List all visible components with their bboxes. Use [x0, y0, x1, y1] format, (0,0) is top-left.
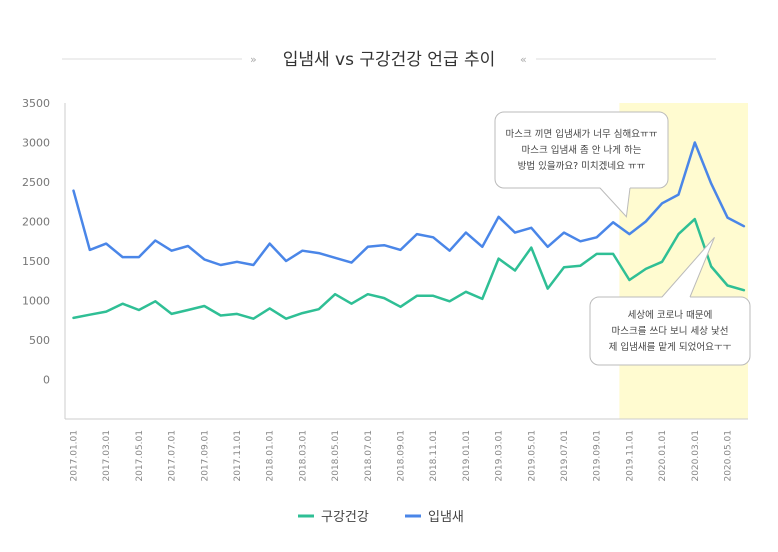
x-tick-label: 2020.05.01 [724, 430, 734, 482]
y-tick-label: 2000 [22, 216, 50, 229]
annotation-text-line: 방법 있을까요? 미치겠네요 ㅠㅠ [518, 160, 646, 172]
legend-item-oral-health[interactable]: 구강건강 [298, 510, 369, 525]
x-tick-label: 2019.05.01 [527, 430, 537, 482]
x-tick-label: 2018.01.01 [266, 430, 276, 482]
series-line-oral-health [72, 217, 746, 320]
x-tick-label: 2017.11.01 [233, 430, 243, 482]
x-tick-label: 2019.09.01 [593, 430, 603, 482]
annotation-bubble-1: 마스크 끼면 입냄새가 너무 심해요ㅠㅠ 마스크 입냄새 좀 안 나게 하는방법 … [494, 111, 669, 218]
x-tick-label: 2017.09.01 [200, 430, 210, 482]
bubble-tail [600, 187, 630, 217]
title-chevron-right-icon: » [250, 53, 257, 66]
x-tick-label: 2019.07.01 [560, 430, 570, 482]
x-tick-label: 2017.07.01 [168, 430, 178, 482]
x-tick-label: 2017.01.01 [70, 430, 80, 482]
x-tick-label: 2017.03.01 [102, 430, 112, 482]
x-tick-label: 2018.11.01 [429, 430, 439, 482]
annotation-text-line: 제 입냄새를 맡게 되었어요ㅜㅜ [609, 341, 732, 353]
bubble-tail-outline [599, 187, 631, 218]
x-tick-label: 2018.05.01 [331, 430, 341, 482]
x-tick-label: 2017.05.01 [135, 430, 145, 482]
y-tick-label: 1000 [22, 295, 50, 308]
y-tick-label: 1500 [22, 255, 50, 268]
series-line-bad-breath [72, 141, 746, 267]
y-tick-label: 3500 [22, 97, 50, 110]
annotation-text-line: 마스크 입냄새 좀 안 나게 하는 [522, 144, 642, 156]
x-axis-ticks: 2017.01.01 2017.03.01 2017.05.01 2017.07.01… [70, 430, 734, 482]
bubble-box [494, 111, 669, 189]
bubble-tail-outline [661, 236, 715, 298]
x-tick-label: 2018.03.01 [298, 430, 308, 482]
legend: 구강건강 입냄새 [298, 510, 464, 525]
y-tick-label: 0 [43, 374, 50, 387]
annotation-text-line: 마스크를 쓰다 보니 세상 낯선 [612, 326, 729, 337]
annotation-bubbles: 마스크 끼면 입냄새가 너무 심해요ㅠㅠ 마스크 입냄새 좀 안 나게 하는방법 … [494, 111, 751, 366]
x-tick-label: 2019.11.01 [625, 430, 635, 482]
series-lines [72, 141, 746, 320]
y-tick-label: 500 [29, 334, 50, 347]
x-tick-label: 2020.01.01 [658, 430, 668, 482]
annotation-text-line: 세상에 코로나 때문에 [628, 310, 713, 321]
y-axis-ticks: 0 500 1000 1500 2000 2500 3000 3500 [22, 97, 50, 387]
y-tick-label: 2500 [22, 176, 50, 189]
annotation-text-line: 마스크 끼면 입냄새가 너무 심해요ㅠㅠ [506, 128, 658, 140]
legend-label-bad-breath: 입냄새 [428, 510, 464, 525]
x-tick-label: 2018.09.01 [397, 430, 407, 482]
legend-label-oral-health: 구강건강 [321, 510, 369, 525]
x-tick-label: 2018.07.01 [364, 430, 374, 482]
x-tick-label: 2019.03.01 [495, 430, 505, 482]
chart-title-group: » « 입냄새 vs 구강건강 언급 추이 [62, 50, 716, 70]
x-tick-label: 2020.03.01 [691, 430, 701, 482]
legend-item-bad-breath[interactable]: 입냄새 [405, 510, 464, 525]
chart-title: 입냄새 vs 구강건강 언급 추이 [283, 50, 496, 70]
x-tick-label: 2019.01.01 [462, 430, 472, 482]
y-tick-label: 3000 [22, 137, 50, 150]
title-chevron-left-icon: « [520, 53, 527, 66]
